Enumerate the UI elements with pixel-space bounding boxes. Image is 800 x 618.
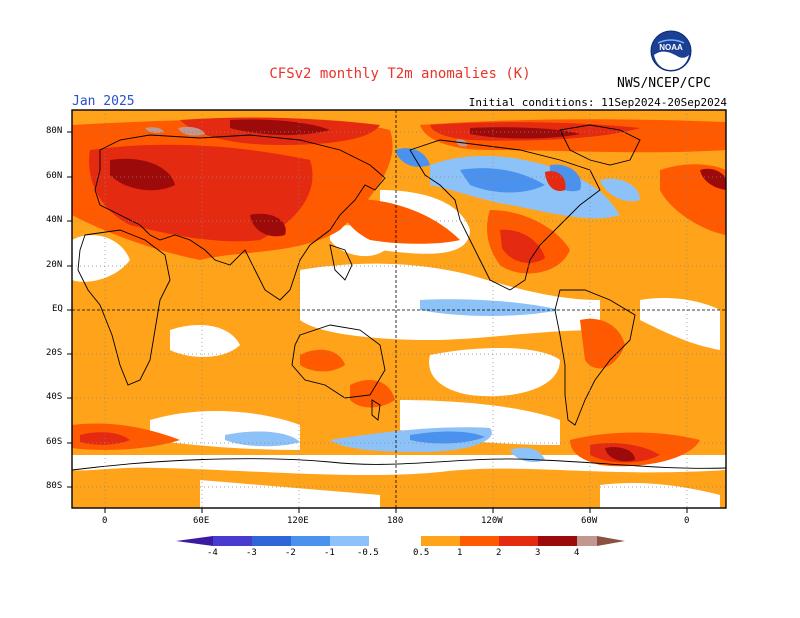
colorbar-swatch-2-3: [499, 536, 538, 546]
anomaly-field: [72, 110, 726, 508]
lon-label-60w: 60W: [581, 516, 598, 526]
lon-label-120e: 120E: [287, 516, 309, 526]
lat-label-20s: 20S: [46, 348, 63, 358]
colorbar-swatch-1-05: [330, 536, 369, 546]
lat-label-eq: EQ: [52, 304, 63, 314]
colorbar-label-neg2: -2: [285, 548, 296, 558]
colorbar-swatch-lt-4: [176, 536, 213, 546]
coastlines: [72, 124, 726, 471]
colorbar-label-2: 2: [496, 548, 502, 558]
colorbar-swatch-neutral: [369, 536, 421, 546]
lat-label-80s: 80S: [46, 481, 63, 491]
colorbar-swatch-4-5: [577, 536, 597, 546]
chart-title: CFSv2 monthly T2m anomalies (K): [269, 66, 531, 82]
colorbar-label-neg3: -3: [246, 548, 257, 558]
map-frame: [71, 109, 727, 509]
colorbar-swatch-3-2: [252, 536, 291, 546]
axis-ticks: [67, 131, 688, 513]
initial-conditions: Initial conditions: 11Sep2024-20Sep2024: [468, 96, 727, 109]
agency-label: NWS/NCEP/CPC: [617, 76, 711, 91]
logo-text: NOAA: [659, 43, 683, 52]
lon-label-0-east: 0: [684, 516, 690, 526]
colorbar-label-neg1: -1: [324, 548, 335, 558]
colorbar-swatch-4-3: [213, 536, 252, 546]
lon-label-120w: 120W: [481, 516, 503, 526]
lon-label-180: 180: [387, 516, 404, 526]
forecast-month: Jan 2025: [72, 94, 135, 109]
colorbar-swatch-1-2: [460, 536, 499, 546]
colorbar-label-neg05: -0.5: [357, 548, 379, 558]
lon-label-60e: 60E: [193, 516, 210, 526]
gridlines: [72, 110, 726, 508]
colorbar: [176, 536, 625, 546]
lon-label-0: 0: [102, 516, 108, 526]
colorbar-swatch-gt5: [597, 536, 625, 546]
reference-lines: [72, 110, 726, 508]
colorbar-label-1: 1: [457, 548, 463, 558]
colorbar-label-4: 4: [574, 548, 580, 558]
lat-label-80n: 80N: [46, 126, 63, 136]
noaa-logo: NOAA: [650, 30, 692, 72]
lat-label-60n: 60N: [46, 171, 63, 181]
colorbar-label-neg4: -4: [207, 548, 218, 558]
lat-label-40n: 40N: [46, 215, 63, 225]
colorbar-swatch-05-1: [421, 536, 460, 546]
lat-label-20n: 20N: [46, 260, 63, 270]
colorbar-label-05: 0.5: [413, 548, 430, 558]
colorbar-swatch-2-1: [291, 536, 330, 546]
colorbar-label-3: 3: [535, 548, 541, 558]
lat-label-60s: 60S: [46, 437, 63, 447]
colorbar-swatch-3-4: [538, 536, 577, 546]
lat-label-40s: 40S: [46, 392, 63, 402]
